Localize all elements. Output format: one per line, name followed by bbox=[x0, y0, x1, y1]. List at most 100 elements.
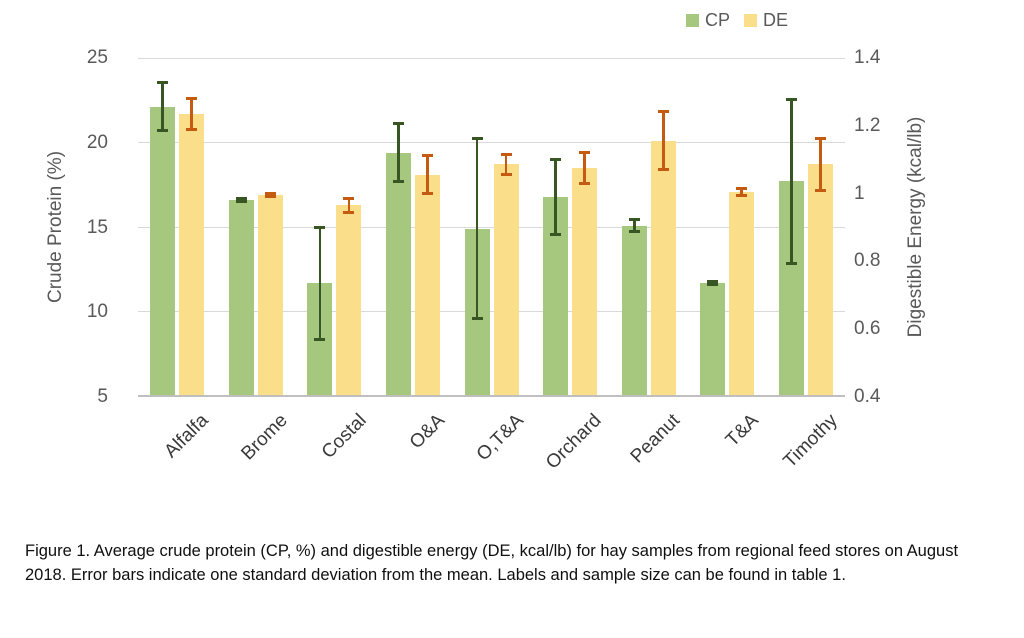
bar-group-brome bbox=[217, 58, 296, 395]
cp-error-bar-timothy bbox=[785, 98, 797, 265]
de-error-bar-brome bbox=[264, 191, 276, 199]
cp-error-bar-peanut bbox=[628, 217, 640, 234]
x-axis-label-t-a: T&A bbox=[722, 410, 764, 451]
left-tick-label: 25 bbox=[86, 47, 108, 68]
error-bar-line bbox=[789, 101, 793, 262]
error-bar-line bbox=[347, 199, 351, 211]
cp-error-bar-o-a bbox=[392, 122, 404, 184]
legend-item: CP bbox=[686, 10, 730, 31]
x-axis-label-timothy: Timothy bbox=[779, 410, 842, 473]
left-tick-label: 15 bbox=[86, 216, 108, 238]
bar-groups bbox=[138, 58, 845, 395]
plot-area bbox=[138, 58, 845, 397]
de-bar-o-t-a bbox=[493, 164, 519, 395]
gridline bbox=[138, 58, 845, 59]
legend-label: CP bbox=[705, 10, 731, 30]
cp-bar-brome bbox=[228, 200, 254, 395]
bar-group-orchard bbox=[531, 58, 610, 395]
left-tick-label: 20 bbox=[86, 131, 108, 153]
de-error-bar-costal bbox=[343, 196, 355, 214]
bar-group-t-a bbox=[688, 58, 767, 395]
x-label-cell-brome: Brome bbox=[217, 401, 296, 501]
cp-bar-peanut bbox=[621, 225, 647, 395]
x-label-cell-t-a: T&A bbox=[688, 401, 767, 501]
legend-swatch-de bbox=[744, 14, 758, 27]
x-label-cell-timothy: Timothy bbox=[767, 401, 846, 501]
de-bar-o-a bbox=[414, 174, 440, 395]
bar-group-o-a bbox=[374, 58, 453, 395]
error-bar-line bbox=[504, 155, 508, 174]
cp-error-bar-brome bbox=[235, 196, 247, 203]
left-tick-label: 10 bbox=[86, 301, 108, 323]
chart-legend: CP DE bbox=[686, 10, 788, 31]
gridline bbox=[138, 226, 845, 228]
de-bar-t-a bbox=[729, 191, 755, 395]
bar-group-alfalfa bbox=[138, 58, 217, 395]
cp-error-bar-o-t-a bbox=[471, 137, 483, 321]
x-axis-label-o-t-a: O,T&A bbox=[472, 410, 528, 466]
de-bar-peanut bbox=[650, 140, 676, 395]
error-bar-line bbox=[632, 220, 636, 231]
de-bar-orchard bbox=[572, 167, 598, 395]
error-bar-line bbox=[190, 99, 194, 128]
gridline bbox=[138, 310, 845, 312]
de-error-bar-o-t-a bbox=[500, 152, 512, 177]
x-label-cell-o-t-a: O,T&A bbox=[452, 401, 531, 501]
de-error-bar-alfalfa bbox=[186, 96, 198, 131]
x-axis-label-peanut: Peanut bbox=[627, 410, 685, 468]
error-bar-line bbox=[397, 125, 400, 181]
cp-bar-t-a bbox=[700, 283, 726, 395]
error-bar-line bbox=[161, 84, 165, 130]
gridline bbox=[138, 142, 845, 144]
right-tick-label: 1.2 bbox=[854, 114, 881, 136]
de-error-bar-timothy bbox=[814, 137, 826, 192]
cp-error-bar-orchard bbox=[550, 157, 562, 236]
de-bar-timothy bbox=[807, 164, 833, 395]
right-tick-label: 1.4 bbox=[854, 47, 881, 68]
right-tick-label: 0.6 bbox=[854, 318, 881, 340]
error-bar-line bbox=[661, 113, 665, 169]
x-axis-label-brome: Brome bbox=[237, 410, 292, 465]
de-error-bar-o-a bbox=[421, 154, 433, 195]
bar-group-costal bbox=[295, 58, 374, 395]
cp-error-bar-t-a bbox=[707, 279, 719, 286]
bar-group-o-t-a bbox=[452, 58, 531, 395]
cp-error-bar-costal bbox=[314, 225, 326, 341]
figure-caption: Figure 1. Average crude protein (CP, %) … bbox=[25, 542, 959, 584]
right-tick-label: 0.8 bbox=[854, 250, 881, 272]
x-axis-label-costal: Costal bbox=[317, 410, 371, 463]
cp-bar-o-a bbox=[385, 152, 411, 395]
right-tick-label: 0.4 bbox=[854, 386, 881, 407]
cp-bar-alfalfa bbox=[150, 106, 176, 395]
de-error-bar-t-a bbox=[736, 186, 748, 197]
cp-error-bar-alfalfa bbox=[157, 81, 169, 133]
error-bar-line bbox=[818, 140, 822, 189]
bar-group-peanut bbox=[609, 58, 688, 395]
de-bar-alfalfa bbox=[179, 113, 205, 395]
error-bar-line bbox=[426, 157, 429, 192]
legend-swatch-cp bbox=[686, 14, 699, 27]
x-axis-label-alfalfa: Alfalfa bbox=[160, 410, 214, 463]
error-bar-line bbox=[554, 160, 557, 233]
de-bar-costal bbox=[336, 205, 362, 395]
left-axis-ticks: 25 20 15 10 5 bbox=[0, 47, 124, 407]
error-bar-line bbox=[740, 189, 744, 194]
x-label-cell-costal: Costal bbox=[295, 401, 374, 501]
x-axis-labels: Alfalfa Brome Costal O&A O,T&A Orchard Peanut T… bbox=[138, 401, 845, 501]
x-label-cell-orchard: Orchard bbox=[531, 401, 610, 501]
error-bar-line bbox=[318, 228, 322, 338]
legend-label: DE bbox=[763, 10, 789, 30]
x-label-cell-peanut: Peanut bbox=[609, 401, 688, 501]
de-error-bar-orchard bbox=[579, 150, 591, 185]
error-bar-line bbox=[475, 140, 479, 318]
x-label-cell-alfalfa: Alfalfa bbox=[138, 401, 217, 501]
legend-item: DE bbox=[744, 10, 788, 31]
x-axis-label-orchard: Orchard bbox=[542, 410, 606, 474]
left-tick-label: 5 bbox=[97, 386, 108, 407]
bar-group-timothy bbox=[767, 58, 846, 395]
x-axis-label-o-a: O&A bbox=[405, 410, 449, 454]
x-label-cell-o-a: O&A bbox=[374, 401, 453, 501]
de-error-bar-peanut bbox=[657, 110, 669, 172]
error-bar-line bbox=[268, 194, 272, 196]
